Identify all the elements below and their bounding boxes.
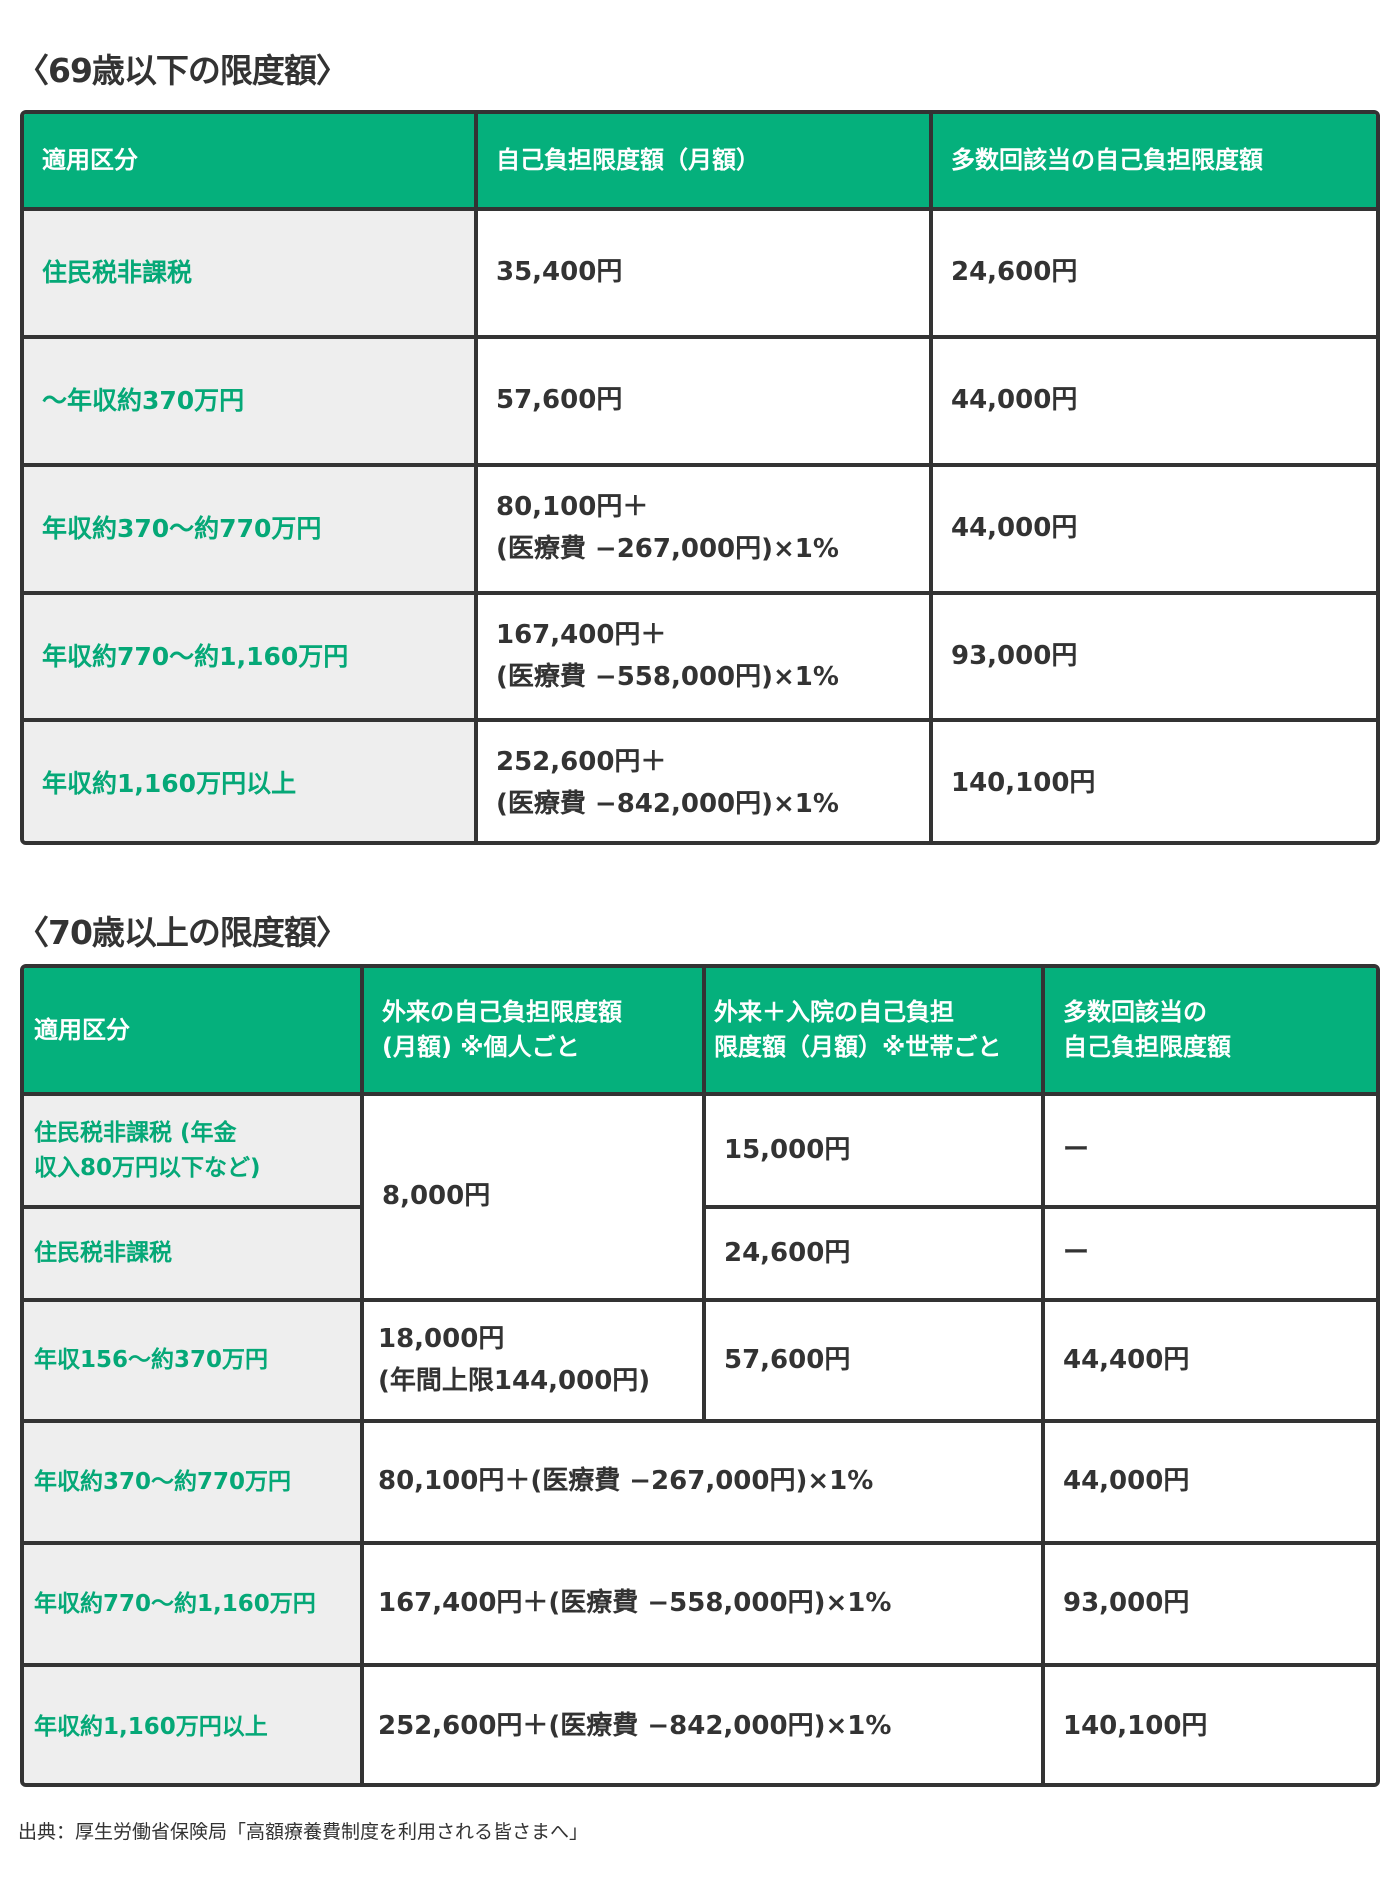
row-multiple-limit: 44,000円 xyxy=(933,467,1376,591)
row-category: 住民税非課税 xyxy=(24,1209,360,1298)
row-multiple-limit: 93,000円 xyxy=(933,595,1376,718)
row-category: 住民税非課税 (年金 収入80万円以下など) xyxy=(24,1096,360,1205)
row-divider xyxy=(24,207,1376,211)
row-multiple-limit: 44,000円 xyxy=(1045,1423,1376,1541)
row-monthly-limit: 167,400円＋ (医療費 −558,000円)×1% xyxy=(478,595,929,718)
source-citation: 出典：厚生労働省保険局「高額療養費制度を利用される皆さまへ」 xyxy=(18,1821,589,1843)
row-multiple-limit: ー xyxy=(1045,1209,1376,1298)
column-divider xyxy=(929,114,933,841)
row-divider xyxy=(24,1419,1376,1423)
header-category: 適用区分 xyxy=(24,968,360,1092)
table-under-69: 適用区分 自己負担限度額（月額） 多数回該当の自己負担限度額 住民税非課税 35… xyxy=(20,110,1380,845)
row-outpatient-limit-merged: 8,000円 xyxy=(364,1096,702,1298)
header-monthly-limit: 自己負担限度額（月額） xyxy=(478,114,929,207)
row-divider xyxy=(24,463,1376,467)
row-divider xyxy=(24,591,1376,595)
row-category: 年収約770～約1,160万円 xyxy=(24,595,474,718)
section2-title: 〈70歳以上の限度額〉 xyxy=(16,913,349,952)
column-divider xyxy=(360,968,364,1783)
header-combined-limit: 外来＋入院の自己負担 限度額（月額）※世帯ごと xyxy=(706,968,1041,1092)
header-outpatient-limit: 外来の自己負担限度額 (月額) ※個人ごと xyxy=(364,968,702,1092)
row-category: ～年収約370万円 xyxy=(24,339,474,463)
row-category: 年収約770～約1,160万円 xyxy=(24,1545,360,1663)
row-divider xyxy=(24,1541,1376,1545)
row-multiple-limit: 140,100円 xyxy=(1045,1667,1376,1783)
row-divider xyxy=(702,1205,1376,1209)
row-divider xyxy=(24,335,1376,339)
row-combined-limit: 24,600円 xyxy=(706,1209,1041,1298)
table-over-70: 適用区分 外来の自己負担限度額 (月額) ※個人ごと 外来＋入院の自己負担 限度… xyxy=(20,964,1380,1787)
row-combined-formula: 252,600円＋(医療費 −842,000円)×1% xyxy=(364,1667,1041,1783)
row-category: 年収約370～約770万円 xyxy=(24,1423,360,1541)
row-divider xyxy=(24,1663,1376,1667)
column-divider xyxy=(702,968,706,1419)
row-category: 年収156～約370万円 xyxy=(24,1302,360,1419)
row-combined-limit: 57,600円 xyxy=(706,1302,1041,1419)
row-combined-limit: 15,000円 xyxy=(706,1096,1041,1205)
column-divider xyxy=(474,114,478,841)
row-multiple-limit: 93,000円 xyxy=(1045,1545,1376,1663)
row-monthly-limit: 35,400円 xyxy=(478,211,929,335)
column-divider xyxy=(1041,968,1045,1783)
row-category: 住民税非課税 xyxy=(24,211,474,335)
row-category: 年収約1,160万円以上 xyxy=(24,1667,360,1783)
row-monthly-limit: 57,600円 xyxy=(478,339,929,463)
row-multiple-limit: 140,100円 xyxy=(933,722,1376,841)
row-divider xyxy=(24,718,1376,722)
row-multiple-limit: ー xyxy=(1045,1096,1376,1205)
section1-title: 〈69歳以下の限度額〉 xyxy=(16,51,349,90)
row-monthly-limit: 252,600円＋ (医療費 −842,000円)×1% xyxy=(478,722,929,841)
header-multiple-limit: 多数回該当の 自己負担限度額 xyxy=(1045,968,1376,1092)
row-multiple-limit: 24,600円 xyxy=(933,211,1376,335)
row-multiple-limit: 44,000円 xyxy=(933,339,1376,463)
row-divider xyxy=(24,1092,1376,1096)
row-category: 年収約1,160万円以上 xyxy=(24,722,474,841)
row-monthly-limit: 80,100円＋ (医療費 −267,000円)×1% xyxy=(478,467,929,591)
row-outpatient-limit: 18,000円 (年間上限144,000円) xyxy=(364,1302,702,1419)
header-category: 適用区分 xyxy=(24,114,474,207)
row-combined-formula: 167,400円＋(医療費 −558,000円)×1% xyxy=(364,1545,1041,1663)
row-category: 年収約370～約770万円 xyxy=(24,467,474,591)
header-multiple-limit: 多数回該当の自己負担限度額 xyxy=(933,114,1376,207)
row-divider xyxy=(24,1205,360,1209)
row-multiple-limit: 44,400円 xyxy=(1045,1302,1376,1419)
row-divider xyxy=(24,1298,1376,1302)
row-combined-formula: 80,100円＋(医療費 −267,000円)×1% xyxy=(364,1423,1041,1541)
